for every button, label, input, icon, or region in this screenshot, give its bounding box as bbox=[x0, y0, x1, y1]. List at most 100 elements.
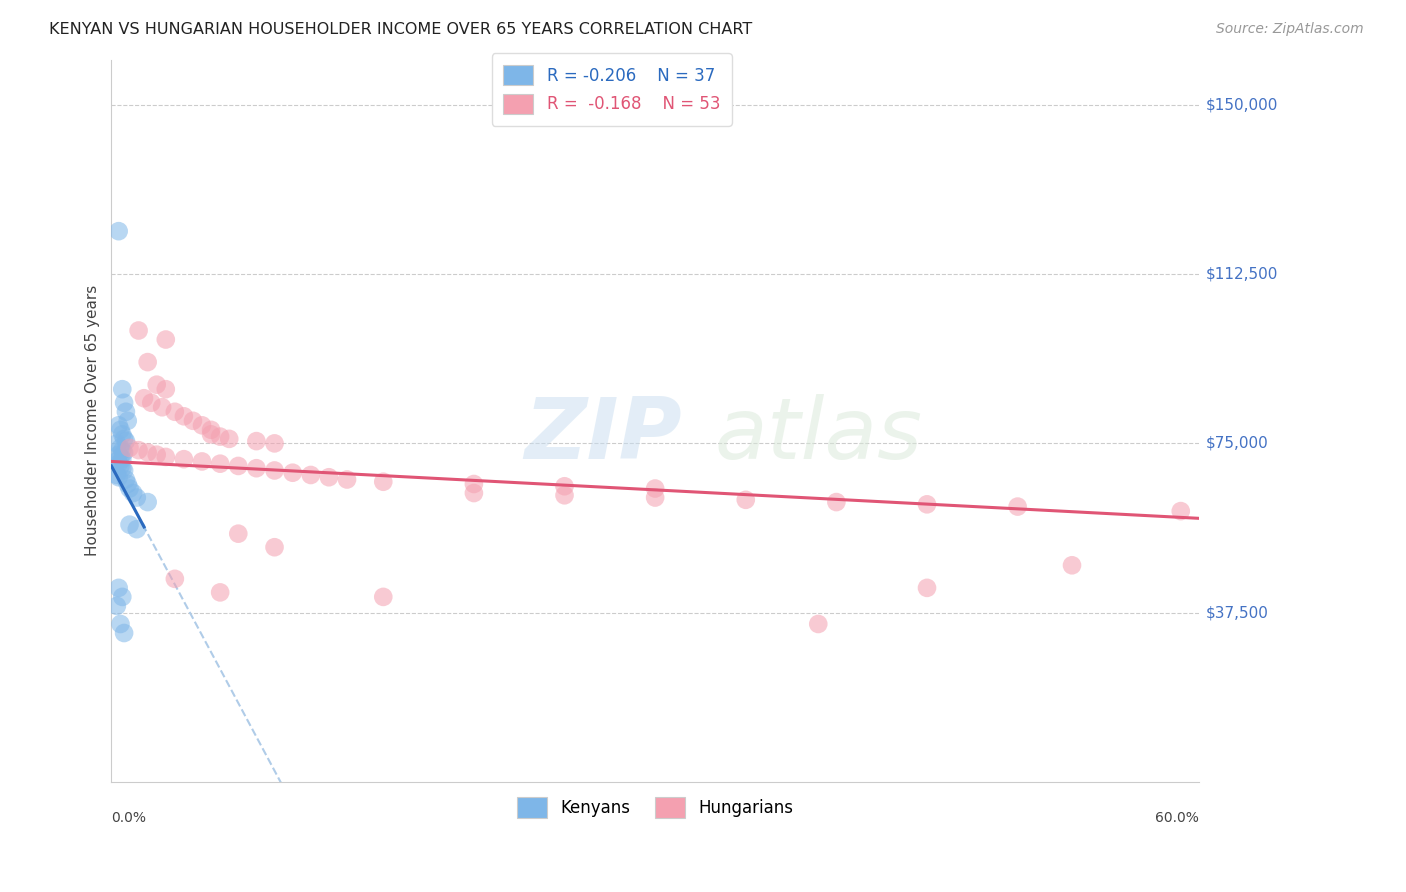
Point bbox=[117, 414, 139, 428]
Point bbox=[318, 470, 340, 484]
Point bbox=[122, 486, 145, 500]
Point bbox=[644, 482, 666, 496]
Point bbox=[155, 382, 177, 396]
Point bbox=[111, 443, 134, 458]
Legend: Kenyans, Hungarians: Kenyans, Hungarians bbox=[510, 790, 800, 824]
Text: $37,500: $37,500 bbox=[1206, 605, 1270, 620]
Point bbox=[107, 581, 129, 595]
Text: $75,000: $75,000 bbox=[1206, 436, 1268, 450]
Point bbox=[125, 491, 148, 505]
Point bbox=[110, 441, 132, 455]
Point bbox=[118, 441, 141, 455]
Point bbox=[118, 482, 141, 496]
Point bbox=[200, 427, 222, 442]
Point bbox=[263, 540, 285, 554]
Point bbox=[136, 495, 159, 509]
Point bbox=[263, 436, 285, 450]
Point bbox=[111, 590, 134, 604]
Point bbox=[373, 590, 395, 604]
Point bbox=[245, 461, 267, 475]
Point bbox=[107, 418, 129, 433]
Point bbox=[136, 445, 159, 459]
Point bbox=[163, 572, 186, 586]
Point bbox=[209, 457, 232, 471]
Point bbox=[111, 452, 134, 467]
Point bbox=[226, 526, 249, 541]
Y-axis label: Householder Income Over 65 years: Householder Income Over 65 years bbox=[86, 285, 100, 557]
Text: Source: ZipAtlas.com: Source: ZipAtlas.com bbox=[1216, 22, 1364, 37]
Text: KENYAN VS HUNGARIAN HOUSEHOLDER INCOME OVER 65 YEARS CORRELATION CHART: KENYAN VS HUNGARIAN HOUSEHOLDER INCOME O… bbox=[49, 22, 752, 37]
Point bbox=[373, 475, 395, 489]
Point bbox=[111, 382, 134, 396]
Text: 0.0%: 0.0% bbox=[111, 811, 146, 825]
Point bbox=[915, 581, 938, 595]
Point bbox=[173, 409, 195, 424]
Point bbox=[128, 324, 150, 338]
Point bbox=[181, 414, 204, 428]
Point bbox=[115, 434, 138, 449]
Point bbox=[128, 443, 150, 458]
Point bbox=[155, 450, 177, 464]
Point bbox=[1170, 504, 1192, 518]
Point bbox=[200, 423, 222, 437]
Point bbox=[132, 391, 155, 405]
Point bbox=[915, 497, 938, 511]
Point bbox=[209, 429, 232, 443]
Point bbox=[105, 599, 128, 613]
Point bbox=[118, 517, 141, 532]
Point bbox=[218, 432, 240, 446]
Text: 60.0%: 60.0% bbox=[1154, 811, 1199, 825]
Point bbox=[112, 445, 135, 459]
Point bbox=[163, 405, 186, 419]
Point bbox=[107, 470, 129, 484]
Point bbox=[117, 477, 139, 491]
Point bbox=[105, 436, 128, 450]
Point bbox=[191, 454, 214, 468]
Point bbox=[299, 467, 322, 482]
Point bbox=[107, 224, 129, 238]
Point bbox=[245, 434, 267, 449]
Point bbox=[111, 461, 134, 475]
Point bbox=[644, 491, 666, 505]
Point bbox=[150, 401, 173, 415]
Point bbox=[173, 452, 195, 467]
Point bbox=[209, 585, 232, 599]
Point bbox=[1060, 558, 1083, 573]
Point bbox=[554, 479, 576, 493]
Point bbox=[110, 423, 132, 437]
Text: atlas: atlas bbox=[716, 393, 922, 476]
Text: $112,500: $112,500 bbox=[1206, 267, 1278, 282]
Point bbox=[226, 458, 249, 473]
Point bbox=[105, 467, 128, 482]
Point bbox=[463, 477, 485, 491]
Point bbox=[554, 488, 576, 502]
Point bbox=[115, 473, 138, 487]
Point bbox=[336, 473, 359, 487]
Point bbox=[110, 458, 132, 473]
Point bbox=[107, 448, 129, 462]
Point bbox=[263, 463, 285, 477]
Point bbox=[110, 450, 132, 464]
Point bbox=[807, 617, 830, 632]
Point bbox=[191, 418, 214, 433]
Point bbox=[145, 448, 167, 462]
Point bbox=[112, 626, 135, 640]
Text: ZIP: ZIP bbox=[524, 393, 682, 476]
Point bbox=[463, 486, 485, 500]
Point bbox=[141, 396, 163, 410]
Point bbox=[125, 522, 148, 536]
Point bbox=[112, 463, 135, 477]
Point bbox=[110, 617, 132, 632]
Point bbox=[145, 377, 167, 392]
Point bbox=[112, 432, 135, 446]
Text: $150,000: $150,000 bbox=[1206, 97, 1278, 112]
Point bbox=[281, 466, 304, 480]
Point bbox=[107, 457, 129, 471]
Point bbox=[105, 454, 128, 468]
Point bbox=[111, 427, 134, 442]
Point bbox=[734, 492, 756, 507]
Point bbox=[115, 405, 138, 419]
Point bbox=[112, 396, 135, 410]
Point bbox=[155, 333, 177, 347]
Point bbox=[825, 495, 848, 509]
